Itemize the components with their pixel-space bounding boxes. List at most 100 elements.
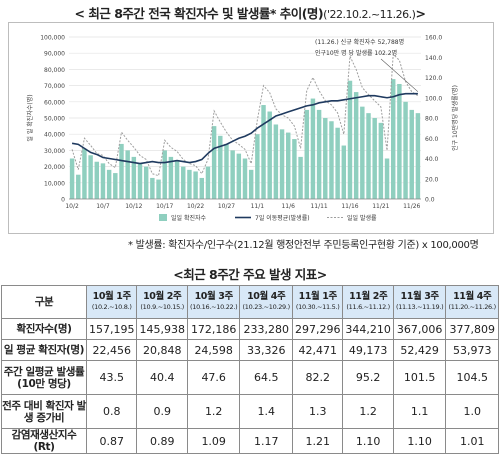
table-cell: 104.5	[445, 360, 499, 395]
y-left-tick-label: 30,000	[44, 148, 65, 155]
table-cell: 233,280	[239, 318, 293, 340]
table-cell: 1.01	[445, 428, 499, 454]
daily-cases-bar	[113, 173, 118, 199]
y-left-tick-label: 40,000	[44, 132, 65, 139]
x-tick-label: 11/6	[281, 203, 295, 210]
table-column-header: 10월 2주 (10.9.~10.15.)	[136, 285, 188, 319]
daily-cases-bar	[168, 156, 174, 199]
daily-cases-bar	[211, 126, 217, 199]
column-week-label: 10월 3주	[194, 291, 234, 302]
column-week-label: 10월 1주	[92, 291, 132, 302]
line-series	[71, 53, 419, 177]
daily-cases-bar	[218, 135, 223, 199]
column-date-range: (10.16.~10.22.)	[190, 303, 238, 311]
table-cell: 52,429	[392, 339, 447, 361]
column-date-range: (11.13.~11.19.)	[395, 303, 444, 311]
table-cell: 1.10	[392, 428, 447, 454]
row-label: 확진자수(명)	[1, 318, 87, 340]
y-left-tick-label: 100,000	[40, 35, 65, 42]
chart-title-text: < 최근 8주간 전국 확진자수 및 발생률* 추이(명)	[74, 6, 324, 21]
daily-cases-bar	[248, 169, 254, 199]
column-date-range: (10.30.~11.5.)	[295, 303, 340, 311]
column-week-label: 11월 4주	[453, 291, 492, 302]
y-right-tick-label: 0.0	[425, 197, 435, 204]
table-row: 확진자수(명) 157,195 145,938 172,186 233,280 297,2…	[1, 318, 499, 340]
x-tick-label: 10/2	[65, 203, 79, 210]
table-cell: 53,973	[445, 339, 499, 361]
x-tick-label: 10/27	[218, 203, 235, 210]
daily-cases-bar	[397, 83, 402, 199]
daily-cases-bar	[304, 109, 309, 199]
legend-bar-swatch	[159, 214, 167, 221]
row-label: 주간 일평균 발생률(10만 명당)	[1, 360, 87, 395]
daily-cases-bar	[372, 118, 377, 199]
table-cell: 43.5	[85, 360, 138, 395]
y-right-tick-label: 80.0	[425, 116, 439, 123]
daily-cases-bar	[409, 109, 414, 199]
trend-chart: 0 10,000 20,000 30,000 40,000 50,000 60,000 70,…	[26, 35, 459, 223]
daily-cases-bar	[390, 79, 396, 199]
daily-cases-bar	[378, 122, 384, 199]
daily-cases-bar	[292, 139, 297, 199]
x-tick-label: 10/17	[156, 203, 173, 210]
daily-cases-bar	[156, 179, 161, 199]
x-tick-label: 10/7	[96, 203, 110, 210]
table-cell: 1.1	[392, 394, 447, 429]
table-title: <최근 8주간 주요 발생 지표>	[173, 267, 327, 282]
y-right-tick-label: 140.0	[425, 55, 442, 62]
table-cell: 1.10	[342, 428, 394, 454]
daily-cases-bar	[181, 166, 186, 199]
daily-cases-bar	[224, 143, 229, 199]
table-row: 일 평균 확진자(명) 22,456 20,848 24,598 33,326 42,47…	[1, 339, 499, 361]
table-cell: 0.9	[136, 394, 188, 429]
column-date-range: (10.2.~10.8.)	[91, 303, 132, 311]
chart-title-close: >	[415, 6, 426, 21]
daily-cases-bar	[323, 118, 328, 199]
daily-cases-bar	[316, 109, 322, 199]
table-column-header: 11월 1주 (10.30.~11.5.)	[291, 285, 344, 319]
column-week-label: 10월 2주	[143, 291, 182, 302]
table-cell: 1.21	[291, 428, 344, 454]
table-column-header: 11월 4주 (11.20.~11.26.)	[445, 285, 499, 319]
table-cell: 22,456	[85, 339, 138, 361]
bar-series	[69, 79, 421, 199]
table-cell: 172,186	[186, 318, 241, 340]
table-cell: 47.6	[186, 360, 241, 395]
column-date-range: (10.23.~10.29.)	[242, 303, 291, 311]
daily-cases-bar	[279, 129, 285, 199]
table-cell: 344,210	[342, 318, 394, 340]
table-column-header: 11월 2주 (11.6.~11.12.)	[342, 285, 394, 319]
table-cell: 49,173	[342, 339, 394, 361]
y-right-tick-label: 20.0	[425, 176, 439, 183]
table-cell: 0.87	[85, 428, 138, 454]
legend-bar-label: 일일 확진자수	[171, 214, 207, 222]
y-right-axis-label: 인구 10만명당 발생률(명)	[451, 85, 459, 151]
table-row: 전주 대비 확진자 발생 증가비 0.8 0.9 1.2 1.4 1.3 1.2 1.1 1.0	[1, 394, 499, 429]
x-tick-label: 11/21	[372, 203, 389, 210]
daily-cases-bar	[242, 158, 248, 199]
y-right-tick-label: 120.0	[425, 75, 442, 82]
x-tick-label: 11/11	[310, 203, 327, 210]
y-left-tick-label: 20,000	[44, 164, 65, 171]
daily-cases-bar	[366, 113, 371, 199]
daily-cases-bar	[119, 143, 124, 199]
y-right-tick-label: 160.0	[425, 35, 442, 42]
y-right-tick-label: 100.0	[425, 95, 442, 102]
table-cell: 95.2	[342, 360, 394, 395]
daily-cases-bar	[298, 156, 303, 199]
daily-cases-bar	[286, 132, 291, 199]
daily-cases-bar	[143, 166, 149, 199]
table-column-header: 10월 1주 (10.2.~10.8.)	[85, 285, 138, 319]
table-column-header: 11월 3주 (11.13.~11.19.)	[392, 285, 447, 319]
table-cell: 82.2	[291, 360, 344, 395]
daily-cases-bar	[205, 166, 211, 199]
annotation-pointer	[380, 58, 419, 92]
table-cell: 1.2	[342, 394, 394, 429]
footnote: * 발생률: 확진자수/인구수(21.12월 행정안전부 주민등록인구현황 기준…	[128, 240, 479, 251]
x-tick-label: 10/22	[187, 203, 204, 210]
x-tick-label: 11/1	[251, 203, 265, 210]
daily-cases-bar	[341, 145, 347, 199]
table-cell: 101.5	[392, 360, 447, 395]
daily-incidence-line	[71, 53, 419, 177]
